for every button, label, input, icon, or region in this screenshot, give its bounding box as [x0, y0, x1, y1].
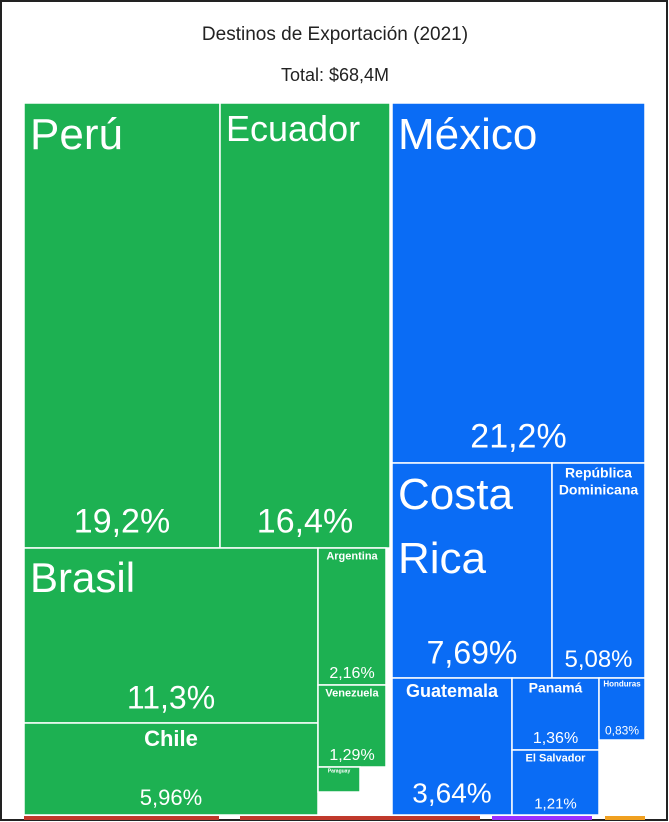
tile-value: 0,83% [605, 724, 639, 738]
tile-value: 3,64% [412, 777, 491, 808]
tile-label: Argentina [326, 551, 378, 563]
tile [23, 102, 221, 549]
treemap: Perú 19,2% Ecuador 16,4% México 21,2% Brasil 11… [23, 102, 646, 816]
strip [492, 816, 592, 820]
tile [219, 102, 391, 549]
tile [317, 684, 387, 768]
tile-label: Chile [144, 726, 198, 751]
tile-label: República [565, 465, 632, 481]
tile [598, 677, 646, 741]
tile [317, 766, 361, 793]
tile [23, 722, 319, 816]
tile-value: 1,29% [329, 747, 374, 764]
tile [391, 677, 513, 816]
tile-label: Rica [398, 534, 487, 583]
strip [240, 816, 480, 820]
tile-value: 5,96% [140, 785, 202, 810]
tile-label: Venezuela [325, 688, 379, 700]
tile-label: Perú [30, 110, 123, 159]
tile-label: Costa [398, 470, 513, 519]
chart-title: Destinos de Exportación (2021) [202, 24, 468, 45]
tile-value: 16,4% [257, 503, 353, 541]
tile-label: Brasil [30, 554, 135, 601]
tile [391, 462, 553, 679]
tile-value: 7,69% [427, 635, 518, 671]
tile-label: México [398, 110, 537, 159]
tile [23, 547, 319, 724]
tile-label: El Salvador [526, 753, 587, 765]
tile-label: Dominicana [559, 482, 639, 498]
tile-label: Panamá [529, 680, 583, 696]
tile-label: Paraguay [328, 768, 351, 774]
strip [24, 816, 219, 820]
tile-value: 19,2% [74, 503, 170, 541]
tile-value: 1,36% [533, 730, 578, 747]
tile-value: 21,2% [470, 418, 566, 456]
tile-value: 2,16% [329, 665, 374, 682]
tile-value: 11,3% [127, 680, 215, 716]
tile-label: Honduras [603, 679, 641, 688]
tile [391, 102, 646, 464]
tile-label: Guatemala [406, 681, 499, 701]
tile-label: Ecuador [226, 108, 360, 149]
tile [511, 749, 600, 816]
tile-value: 5,08% [564, 646, 632, 673]
tile-value: 1,21% [534, 795, 577, 812]
chart-subtitle: Total: $68,4M [281, 65, 389, 85]
strip [605, 816, 645, 820]
